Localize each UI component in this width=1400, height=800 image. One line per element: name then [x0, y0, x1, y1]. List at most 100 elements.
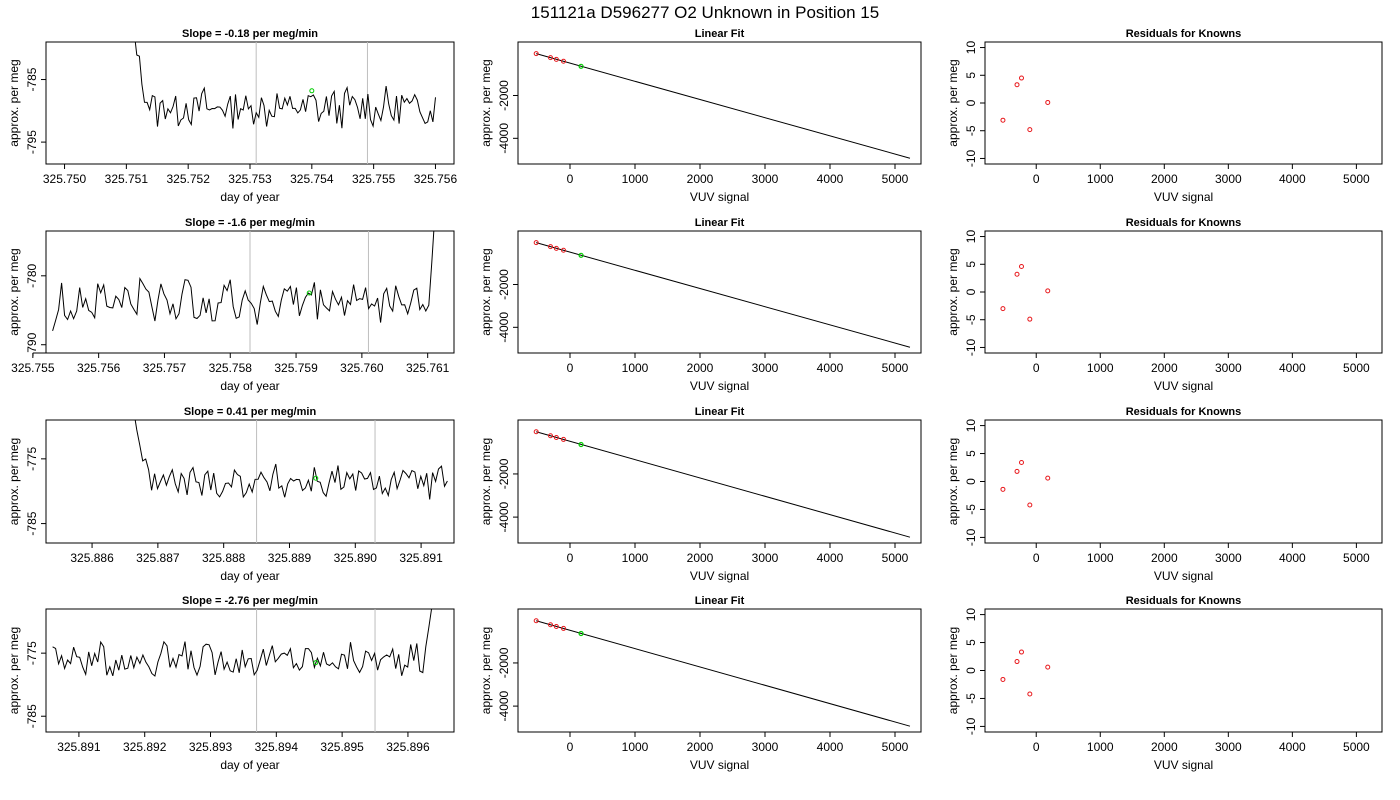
plot-title: Linear Fit [695, 28, 745, 40]
y-tick-label: -785 [25, 511, 39, 535]
x-tick-label: 1000 [622, 551, 649, 565]
y-tick-label: -4000 [497, 312, 511, 343]
x-tick-label: 325.756 [414, 172, 458, 186]
y-tick-label: 10 [964, 419, 978, 433]
chart-panel-3-3: Residuals for Knowns 0 1000 2000 3000 4000 500… [946, 406, 1383, 583]
y-axis-label: approx. per meg [946, 438, 960, 525]
plot-title: Slope = -0.18 per meg/min [182, 28, 318, 40]
y-tick-label: -785 [25, 704, 39, 728]
x-tick-label: 4000 [1279, 740, 1306, 754]
x-tick-label: 5000 [1343, 361, 1370, 375]
residual-point [1027, 316, 1033, 322]
x-axis-label: day of year [220, 569, 279, 583]
y-tick-label: 10 [964, 41, 978, 55]
plot-title: Residuals for Knowns [1126, 217, 1242, 229]
chart-panel-2-3: Residuals for Knowns 0 1000 2000 3000 4000 500… [946, 217, 1383, 393]
x-tick-label: 325.750 [43, 172, 87, 186]
x-axis-label: day of year [220, 379, 279, 393]
unknown-marker [306, 290, 312, 296]
x-tick-label: 325.889 [268, 551, 312, 565]
y-tick-label: 10 [964, 230, 978, 244]
y-axis-label: approx. per meg [946, 627, 960, 714]
x-axis-label: VUV signal [690, 190, 749, 204]
chart-panel-2-2: Linear Fit 0 1000 2000 3000 4000 5000 VUV signa… [479, 217, 922, 393]
signal-trace [52, 231, 435, 332]
y-tick-label: -795 [25, 130, 39, 154]
y-tick-label: 0 [964, 478, 978, 485]
y-tick-label: -2000 [497, 647, 511, 678]
x-tick-label: 5000 [882, 740, 909, 754]
unknown-point [578, 252, 584, 258]
residual-point [1027, 691, 1033, 697]
x-tick-label: 2000 [687, 551, 714, 565]
y-tick-label: 0 [964, 667, 978, 674]
chart-panel-3-1: Slope = 0.41 per meg/min 325.886 325.887 32… [7, 406, 455, 583]
y-axis-label: approx. per meg [7, 627, 21, 714]
x-tick-label: 1000 [1087, 361, 1114, 375]
x-tick-label: 325.756 [77, 361, 121, 375]
plot-frame [984, 608, 1383, 733]
fit-line [536, 53, 911, 159]
known-point [561, 247, 566, 253]
y-axis-label: approx. per meg [479, 248, 493, 335]
x-tick-label: 1000 [622, 361, 649, 375]
residual-point [1000, 486, 1006, 492]
x-tick-label: 325.887 [136, 551, 180, 565]
x-tick-label: 325.751 [105, 172, 149, 186]
residual-point [1018, 75, 1024, 81]
plot-frame [984, 41, 1383, 165]
x-tick-label: 325.758 [209, 361, 253, 375]
residual-point [1018, 649, 1024, 655]
y-tick-label: 0 [964, 99, 978, 106]
residual-point [1014, 82, 1020, 88]
y-tick-label: -10 [964, 528, 978, 546]
chart-panel-4-2: Linear Fit 0 1000 2000 3000 4000 5000 VUV signa… [479, 595, 922, 772]
x-tick-label: 3000 [752, 551, 779, 565]
signal-trace [134, 420, 448, 500]
x-tick-label: 325.886 [70, 551, 114, 565]
plot-frame [517, 608, 922, 733]
unknown-point [578, 63, 584, 69]
x-tick-label: 3000 [1215, 361, 1242, 375]
x-tick-label: 325.892 [123, 740, 167, 754]
plot-frame [45, 41, 455, 165]
x-tick-label: 325.755 [11, 361, 55, 375]
residual-point [1027, 502, 1033, 508]
x-tick-label: 5000 [882, 361, 909, 375]
x-tick-label: 0 [1033, 740, 1040, 754]
residual-point [1000, 117, 1006, 123]
y-axis-label: approx. per meg [479, 59, 493, 146]
x-tick-label: 4000 [817, 172, 844, 186]
residual-point [1000, 306, 1006, 312]
residual-point [1018, 263, 1024, 269]
x-tick-label: 3000 [752, 740, 779, 754]
y-tick-label: -4000 [497, 501, 511, 532]
plot-frame [45, 608, 455, 733]
y-tick-label: -5 [964, 314, 978, 325]
x-tick-label: 2000 [687, 361, 714, 375]
unknown-point [578, 630, 584, 637]
x-tick-label: 3000 [1215, 172, 1242, 186]
chart-panel-4-1: Slope = -2.76 per meg/min 325.891 325.892 3… [7, 595, 455, 772]
x-tick-label: 5000 [882, 172, 909, 186]
unknown-marker [309, 88, 315, 94]
known-point [548, 433, 553, 439]
y-axis-label: approx. per meg [7, 438, 21, 525]
x-axis-label: VUV signal [1154, 379, 1213, 393]
x-tick-label: 3000 [1215, 740, 1242, 754]
chart-panel-1-1: Slope = -0.18 per meg/min 325.750 325.751 3… [7, 28, 458, 204]
residual-point [1014, 468, 1020, 474]
figure-title: 151121a D596277 O2 Unknown in Position 1… [531, 3, 879, 22]
plot-frame [517, 41, 922, 165]
x-tick-label: 325.891 [399, 551, 443, 565]
x-tick-label: 5000 [882, 551, 909, 565]
x-tick-label: 4000 [817, 551, 844, 565]
x-tick-label: 2000 [1151, 172, 1178, 186]
known-point [561, 436, 566, 442]
x-axis-label: VUV signal [690, 379, 749, 393]
plot-title: Slope = 0.41 per meg/min [184, 406, 317, 418]
known-point [533, 429, 539, 435]
x-tick-label: 4000 [1279, 551, 1306, 565]
x-tick-label: 0 [567, 551, 574, 565]
